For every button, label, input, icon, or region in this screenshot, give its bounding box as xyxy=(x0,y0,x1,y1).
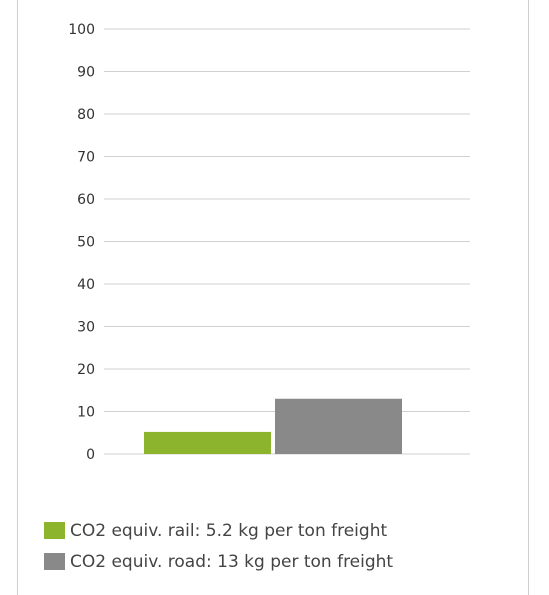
y-tick-label-0: 0 xyxy=(86,447,95,463)
y-tick-label-10: 10 xyxy=(77,405,95,421)
y-tick-label-50: 50 xyxy=(77,235,95,251)
legend-swatch-road xyxy=(44,553,65,570)
y-tick-label-30: 30 xyxy=(77,320,95,336)
y-tick-label-70: 70 xyxy=(77,150,95,166)
y-tick-label-20: 20 xyxy=(77,362,95,378)
chart-frame xyxy=(17,0,529,595)
bar-chart: 0 10 20 30 40 50 60 70 80 90 100 xyxy=(68,22,470,463)
legend-swatch-rail xyxy=(44,522,65,539)
bar-rail xyxy=(144,431,271,454)
legend: CO2 equiv. rail: 5.2 kg per ton freight … xyxy=(44,515,393,577)
y-tick-label-90: 90 xyxy=(77,65,95,81)
y-tick-label-40: 40 xyxy=(77,277,95,293)
legend-label-road: CO2 equiv. road: 13 kg per ton freight xyxy=(70,551,394,572)
y-tick-label-100: 100 xyxy=(68,22,95,38)
gridlines xyxy=(104,28,470,455)
bar-road xyxy=(275,398,402,454)
bars xyxy=(144,398,402,454)
y-tick-label-80: 80 xyxy=(77,107,95,123)
legend-item-road: CO2 equiv. road: 13 kg per ton freight xyxy=(44,546,393,577)
legend-label-rail: CO2 equiv. rail: 5.2 kg per ton freight xyxy=(70,520,388,541)
y-tick-label-60: 60 xyxy=(77,192,95,208)
legend-item-rail: CO2 equiv. rail: 5.2 kg per ton freight xyxy=(44,515,393,546)
y-axis-ticks: 0 10 20 30 40 50 60 70 80 90 100 xyxy=(68,22,95,463)
